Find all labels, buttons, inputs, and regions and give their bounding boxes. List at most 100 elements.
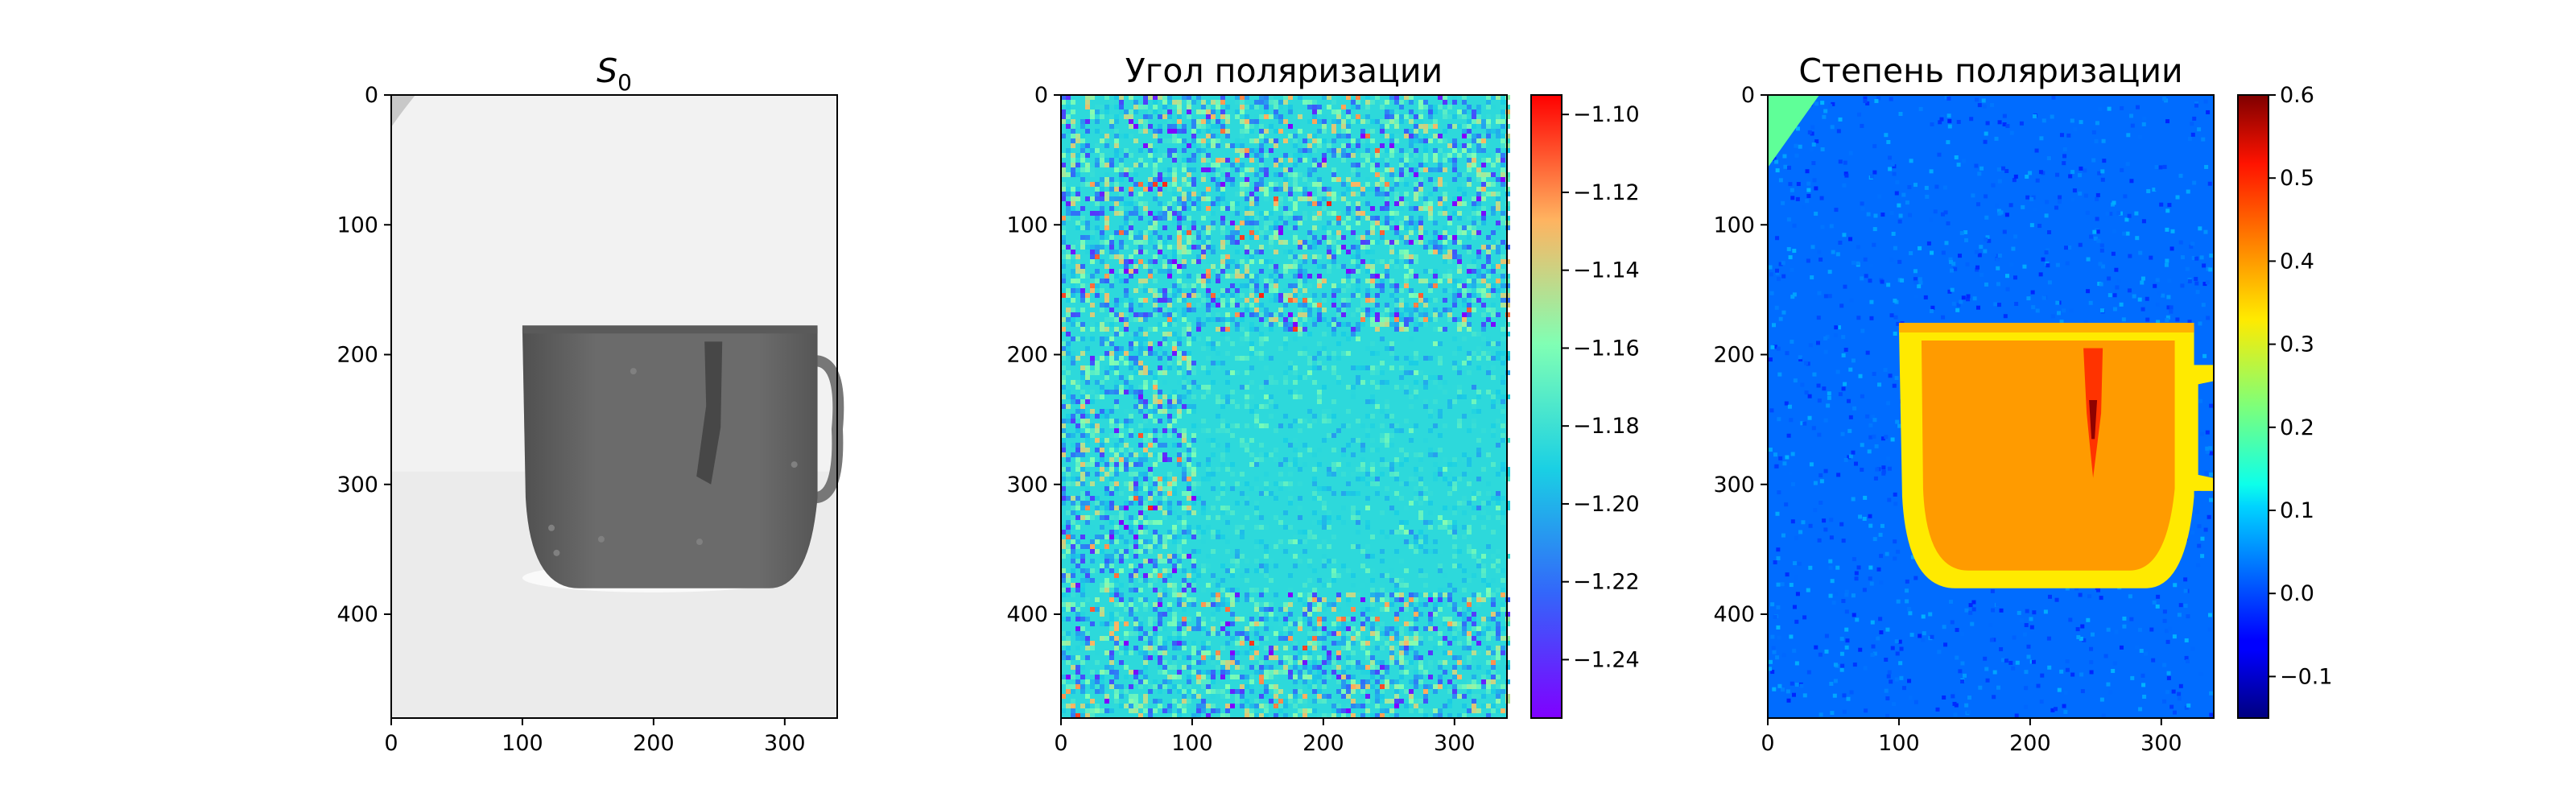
angle-pixel xyxy=(1409,361,1414,365)
s0-cup-spot xyxy=(553,549,560,556)
angle-pixel xyxy=(1394,317,1399,322)
angle-pixel xyxy=(1274,206,1278,211)
angle-pixel xyxy=(1312,597,1317,602)
angle-pixel xyxy=(1278,196,1283,201)
angle-pixel xyxy=(1288,196,1293,201)
angle-pixel xyxy=(1133,105,1138,109)
angle-pixel xyxy=(1245,423,1249,428)
angle-pixel xyxy=(1351,167,1356,172)
angle-pixel xyxy=(1220,535,1225,539)
angle-pixel xyxy=(1100,250,1104,254)
angle-pixel xyxy=(1158,646,1162,650)
angle-pixel xyxy=(1104,293,1109,298)
angle-pixel xyxy=(1090,327,1095,332)
angle-pixel xyxy=(1274,138,1278,143)
angle-pixel xyxy=(1302,158,1307,163)
angle-pixel xyxy=(1201,660,1206,665)
angle-pixel xyxy=(1288,496,1293,501)
angle-pixel xyxy=(1235,274,1240,279)
angle-pixel xyxy=(1066,317,1071,322)
angle-pixel xyxy=(1201,100,1206,105)
angle-pixel xyxy=(1061,631,1066,636)
angle-pixel xyxy=(1167,530,1172,535)
angle-pixel xyxy=(1133,390,1138,394)
angle-pixel xyxy=(1124,641,1129,646)
angle-pixel xyxy=(1114,201,1119,206)
angle-pixel xyxy=(1302,245,1307,250)
angle-pixel xyxy=(1389,433,1394,438)
angle-pixel xyxy=(1196,612,1201,617)
angle-pixel xyxy=(1462,288,1467,293)
angle-pixel xyxy=(1418,240,1423,245)
angle-pixel xyxy=(1071,336,1075,341)
angle-pixel xyxy=(1158,588,1162,592)
angle-pixel xyxy=(1472,259,1476,264)
angle-pixel xyxy=(1443,240,1447,245)
angle-pixel xyxy=(1409,312,1414,317)
angle-pixel xyxy=(1254,279,1259,283)
angle-pixel xyxy=(1501,607,1505,612)
angle-pixel xyxy=(1240,650,1245,655)
angle-pixel xyxy=(1172,317,1177,322)
angle-pixel xyxy=(1476,134,1481,138)
angle-pixel xyxy=(1370,399,1375,404)
angle-pixel xyxy=(1095,182,1100,187)
angle-pixel xyxy=(1452,481,1457,486)
angle-pixel xyxy=(1235,269,1240,274)
angle-pixel xyxy=(1317,163,1322,167)
angle-pixel xyxy=(1467,428,1472,433)
angle-pixel xyxy=(1433,105,1438,109)
angle-pixel xyxy=(1438,525,1443,530)
angle-pixel xyxy=(1240,134,1245,138)
angle-pixel xyxy=(1322,221,1327,225)
angle-pixel xyxy=(1462,317,1467,322)
angle-pixel xyxy=(1467,351,1472,356)
angle-pixel xyxy=(1249,259,1254,264)
angle-pixel xyxy=(1409,240,1414,245)
angle-pixel xyxy=(1404,201,1409,206)
angle-pixel xyxy=(1356,245,1360,250)
angle-pixel xyxy=(1259,356,1264,361)
angle-pixel xyxy=(1129,308,1133,312)
angle-pixel xyxy=(1148,327,1153,332)
angle-pixel xyxy=(1075,544,1080,549)
angle-pixel xyxy=(1457,365,1462,370)
angle-pixel xyxy=(1501,114,1505,119)
angle-pixel xyxy=(1124,621,1129,626)
angle-pixel xyxy=(1211,221,1216,225)
angle-pixel xyxy=(1322,525,1327,530)
angle-pixel xyxy=(1158,404,1162,409)
angle-pixel xyxy=(1370,351,1375,356)
angle-pixel xyxy=(1153,254,1158,259)
angle-pixel xyxy=(1220,399,1225,404)
angle-pixel xyxy=(1365,230,1370,235)
angle-pixel xyxy=(1080,602,1085,607)
angle-pixel xyxy=(1133,264,1138,269)
angle-pixel xyxy=(1167,602,1172,607)
angle-pixel xyxy=(1409,158,1414,163)
angle-pixel xyxy=(1104,515,1109,520)
angle-pixel xyxy=(1129,274,1133,279)
angle-pixel xyxy=(1481,525,1486,530)
angle-pixel xyxy=(1312,235,1317,240)
angle-pixel xyxy=(1462,501,1467,506)
angle-pixel xyxy=(1061,655,1066,660)
angle-pixel xyxy=(1066,312,1071,317)
angle-pixel xyxy=(1235,660,1240,665)
angle-pixel xyxy=(1148,298,1153,303)
angle-pixel xyxy=(1433,182,1438,187)
angle-pixel xyxy=(1501,274,1505,279)
angle-pixel xyxy=(1394,660,1399,665)
angle-pixel xyxy=(1447,158,1452,163)
angle-pixel xyxy=(1293,539,1298,544)
angle-pixel xyxy=(1225,235,1230,240)
angle-pixel xyxy=(1066,592,1071,597)
angle-pixel xyxy=(1414,317,1418,322)
angle-pixel xyxy=(1114,182,1119,187)
angle-pixel xyxy=(1143,419,1148,423)
angle-pixel xyxy=(1298,293,1302,298)
angle-pixel xyxy=(1264,472,1269,477)
angle-pixel xyxy=(1080,216,1085,221)
angle-pixel xyxy=(1066,206,1071,211)
angle-pixel xyxy=(1114,385,1119,390)
